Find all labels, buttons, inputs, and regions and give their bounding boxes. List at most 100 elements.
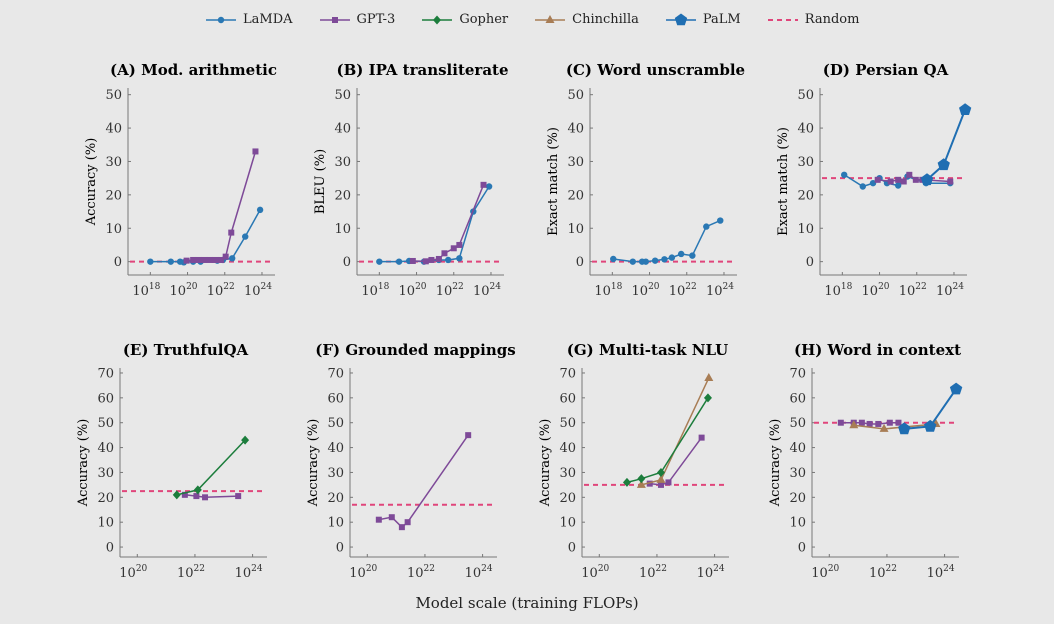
panel-title: (H) Word in context [794, 341, 961, 359]
legend-swatch [422, 15, 453, 24]
data-point [444, 256, 452, 264]
x-tick-label: 1018 [132, 282, 160, 299]
x-tick-label: 1018 [824, 282, 852, 299]
y-tick-label: 40 [559, 441, 576, 456]
x-tick-label: 1024 [465, 564, 493, 581]
y-tick-label: 20 [97, 491, 114, 506]
y-tick-label: 30 [334, 155, 351, 170]
data-point [657, 481, 664, 488]
x-tick-label: 1020 [399, 282, 427, 299]
y-tick-label: 30 [567, 155, 584, 170]
y-tick-label: 20 [797, 188, 814, 203]
x-tick-label: 1024 [697, 564, 725, 581]
y-tick-label: 10 [327, 516, 344, 531]
series-lamda [147, 206, 264, 266]
legend-label: Random [804, 12, 860, 27]
data-point [869, 179, 877, 187]
series-gopher [172, 435, 250, 500]
legend-item-chinchilla: Chinchilla [534, 12, 639, 27]
panel-title: (D) Persian QA [823, 61, 949, 79]
data-point [610, 255, 617, 263]
y-tick-label: 50 [567, 88, 584, 103]
data-point [656, 474, 666, 483]
panel-title: (A) Mod. arithmetic [110, 61, 277, 79]
data-point [485, 183, 493, 190]
y-tick-label: 40 [105, 122, 122, 137]
y-tick-label: 50 [789, 416, 806, 431]
series-line [649, 437, 703, 486]
legend-marker [545, 14, 555, 23]
y-tick-label: 50 [97, 416, 114, 431]
x-tick-label: 1020 [119, 564, 147, 581]
y-tick-label: 10 [97, 516, 114, 531]
data-point [665, 479, 672, 486]
y-tick-label: 20 [567, 188, 584, 203]
x-tick-label: 1024 [936, 282, 964, 299]
data-point [202, 494, 209, 501]
data-point [689, 252, 696, 259]
legend-swatch [767, 18, 798, 21]
data-point [480, 181, 487, 188]
series-line [186, 151, 257, 262]
y-tick-label: 0 [576, 255, 584, 270]
data-point [703, 393, 712, 403]
legend-label: Gopher [459, 12, 509, 27]
series-gopher [622, 393, 712, 487]
data-point [235, 493, 242, 500]
data-point [906, 171, 913, 178]
x-tick-label: 1022 [669, 282, 697, 299]
data-point [858, 419, 865, 426]
data-point [450, 245, 457, 252]
series-gpt3 [409, 181, 487, 265]
data-point [703, 223, 710, 230]
y-tick-label: 30 [105, 155, 122, 170]
legend-swatch [319, 16, 350, 23]
series-line [412, 184, 485, 263]
data-point [435, 255, 442, 262]
data-point [395, 258, 403, 265]
series-gpt3 [837, 419, 902, 427]
series-lamda [376, 183, 493, 265]
y-tick-label: 30 [327, 466, 344, 481]
y-tick-label: 50 [334, 88, 351, 103]
x-tick-label: 1018 [594, 282, 622, 299]
data-point [222, 253, 229, 260]
data-point [201, 256, 208, 263]
data-point [388, 514, 395, 521]
y-tick-label: 40 [334, 122, 351, 137]
data-point [661, 256, 668, 263]
x-axis-label: Model scale (training FLOPs) [415, 594, 639, 612]
data-point [252, 148, 259, 155]
legend: LaMDA GPT-3 Gopher Chinchilla PaLM Random [205, 12, 885, 27]
series-line [626, 397, 709, 484]
data-point [422, 258, 429, 265]
data-point [228, 229, 235, 236]
data-point [849, 420, 859, 429]
series-gpt3 [181, 491, 242, 501]
y-tick-label: 40 [327, 441, 344, 456]
y-tick-label: 10 [789, 516, 806, 531]
legend-item-gpt3: GPT-3 [319, 12, 395, 27]
x-tick-label: 1020 [349, 564, 377, 581]
data-point [456, 255, 463, 262]
x-tick-label: 1024 [706, 282, 734, 299]
x-tick-label: 1018 [361, 282, 389, 299]
y-axis-label: Exact match (%) [776, 127, 791, 236]
y-tick-label: 40 [97, 441, 114, 456]
x-tick-label: 1024 [473, 282, 501, 299]
y-axis-label: Accuracy (%) [538, 419, 553, 508]
y-tick-label: 20 [334, 188, 351, 203]
data-point [167, 258, 174, 265]
data-point [886, 419, 893, 426]
x-tick-label: 1022 [177, 564, 205, 581]
x-tick-label: 1024 [235, 564, 263, 581]
y-tick-label: 40 [789, 441, 806, 456]
data-point [668, 254, 676, 261]
y-tick-label: 50 [327, 416, 344, 431]
